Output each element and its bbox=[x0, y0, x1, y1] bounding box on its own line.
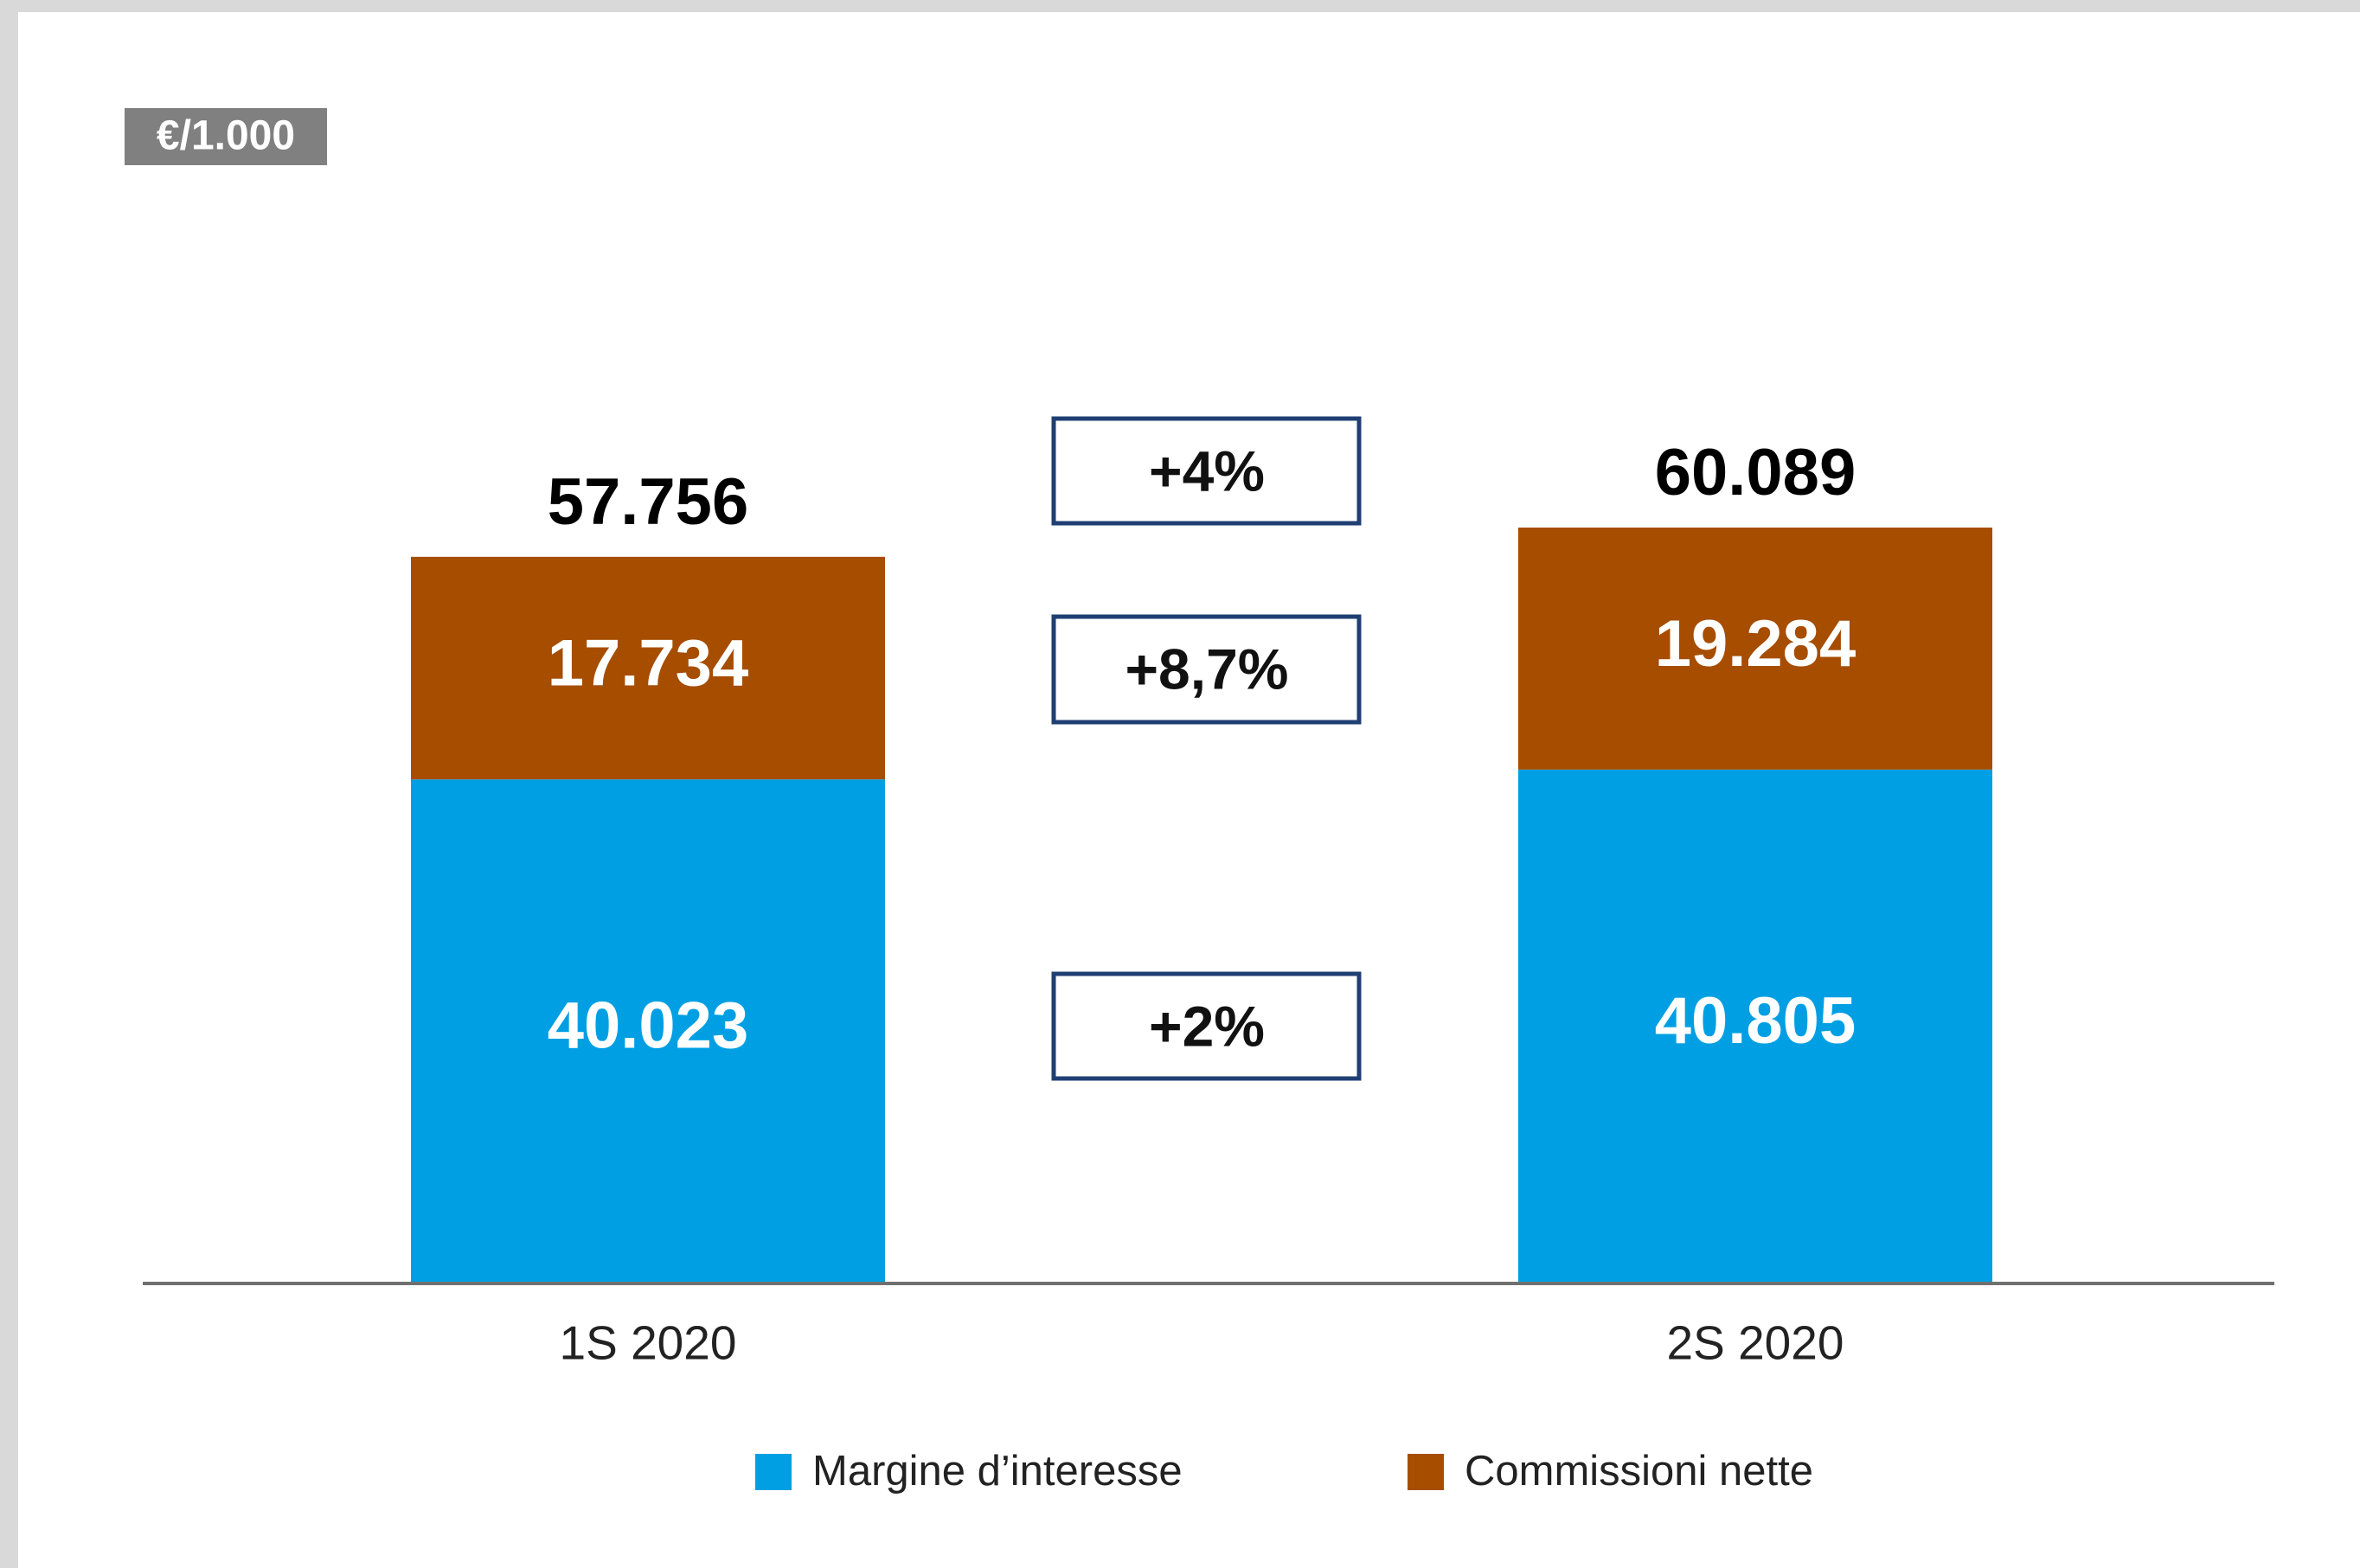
bar-segment bbox=[411, 556, 885, 780]
x-tick-label: 1S 2020 bbox=[560, 1316, 737, 1370]
bar-segment bbox=[1518, 769, 1992, 1282]
annotation: +4% bbox=[1149, 438, 1265, 502]
data-label: 40.023 bbox=[548, 989, 748, 1063]
annotation: +8,7% bbox=[1125, 637, 1289, 701]
legend-label: Margine d’interesse bbox=[812, 1448, 1183, 1494]
unit-box bbox=[125, 108, 327, 165]
legend-label: Commissioni nette bbox=[1465, 1448, 1813, 1494]
data-label: 40.805 bbox=[1655, 984, 1856, 1058]
x-tick-label: 2S 2020 bbox=[1667, 1316, 1844, 1370]
annotation-box bbox=[1051, 971, 1362, 1081]
unit-label: €/1.000 bbox=[157, 113, 295, 159]
panel bbox=[18, 12, 2360, 1568]
total-label: 57.756 bbox=[548, 465, 748, 539]
legend-swatch bbox=[1408, 1454, 1444, 1490]
legend-swatch bbox=[755, 1454, 792, 1490]
data-label: 19.284 bbox=[1655, 607, 1856, 681]
data-label: 17.734 bbox=[548, 627, 748, 701]
total-label: 60.089 bbox=[1655, 436, 1856, 509]
annotation: +2% bbox=[1149, 994, 1265, 1058]
bar-segment bbox=[1518, 528, 1992, 770]
annotation-box bbox=[1051, 416, 1362, 526]
bar-segment bbox=[411, 779, 885, 1282]
annotation-box bbox=[1051, 614, 1362, 725]
